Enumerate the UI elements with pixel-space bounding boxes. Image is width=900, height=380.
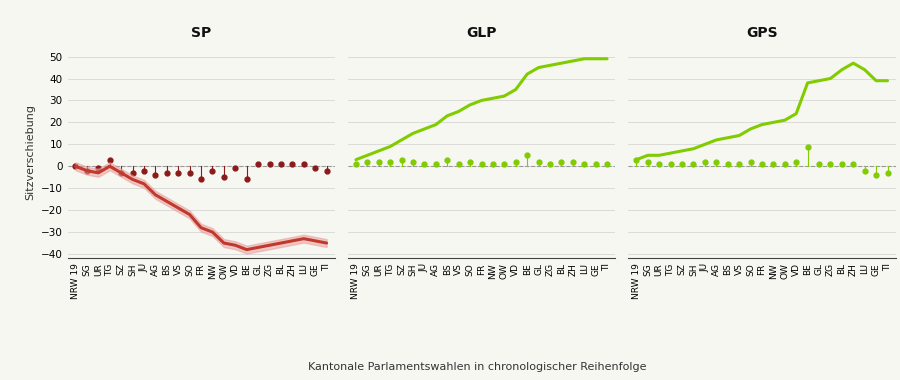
Text: Kantonale Parlamentswahlen in chronologischer Reihenfolge: Kantonale Parlamentswahlen in chronologi… [308, 363, 646, 372]
Title: SP: SP [191, 26, 211, 40]
Y-axis label: Sitzverschiebung: Sitzverschiebung [25, 104, 35, 200]
Title: GPS: GPS [746, 26, 778, 40]
Title: GLP: GLP [466, 26, 497, 40]
